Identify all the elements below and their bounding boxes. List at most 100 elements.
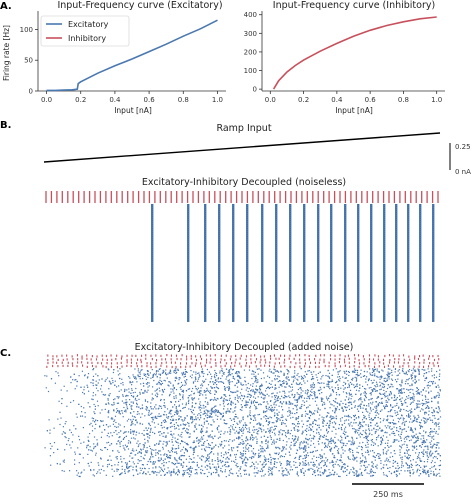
excitatory-spike [277,453,280,456]
excitatory-spike [337,449,339,452]
excitatory-spike [348,425,351,427]
excitatory-spike [180,455,182,457]
excitatory-spike [228,411,230,413]
excitatory-spike [166,416,168,418]
excitatory-spike [91,425,94,427]
excitatory-spike [158,457,160,459]
excitatory-spike [179,393,181,395]
excitatory-spike [311,388,313,390]
excitatory-spike [142,473,144,475]
excitatory-spike [393,423,395,425]
excitatory-spike [295,417,297,419]
ramp-title: Ramp Input [216,123,271,134]
excitatory-spike [313,386,316,388]
excitatory-spike [208,371,210,373]
excitatory-spike [285,453,287,455]
series-line-inhibitory [272,16,437,90]
excitatory-spike [179,456,181,458]
excitatory-spike [234,372,237,374]
excitatory-spike [422,471,424,473]
excitatory-spike [191,416,193,418]
excitatory-spike [325,424,327,426]
excitatory-spike [230,455,232,457]
excitatory-spike [304,410,307,412]
excitatory-spike [113,470,115,472]
excitatory-spike [82,391,84,394]
excitatory-spike [151,399,153,401]
excitatory-spike [400,390,402,392]
excitatory-spike [170,475,172,477]
excitatory-spike [166,442,168,444]
excitatory-spike [201,407,203,409]
excitatory-spike [180,464,183,466]
excitatory-spike [407,435,409,437]
excitatory-spike [252,402,254,404]
excitatory-spike [393,440,395,442]
inhibitory-spike [165,358,167,361]
excitatory-spike [224,445,226,447]
inhibitory-spike [209,361,211,364]
excitatory-spike [401,380,403,382]
excitatory-spike [422,440,424,442]
excitatory-spike [225,453,227,455]
excitatory-spike [290,390,292,392]
excitatory-spike [401,402,403,405]
excitatory-spike [432,421,434,423]
excitatory-spike [371,439,373,441]
excitatory-spike [241,439,243,441]
excitatory-spike [434,396,436,398]
excitatory-spike [406,396,408,398]
excitatory-spike [102,420,104,422]
excitatory-spike [171,447,173,449]
inhibitory-spike [383,358,385,361]
excitatory-spike [330,394,332,397]
excitatory-spike [367,380,370,382]
excitatory-spike [168,372,170,374]
excitatory-spike [173,387,175,390]
excitatory-spike [125,395,127,397]
inhibitory-spike [200,362,202,365]
excitatory-spike [172,436,174,438]
excitatory-spike [154,444,156,446]
excitatory-spike [422,409,424,411]
inhibitory-spike [47,359,49,362]
excitatory-spike [333,405,335,407]
excitatory-spike [256,432,258,434]
excitatory-spike [433,409,435,411]
excitatory-spike [326,398,328,400]
excitatory-spike [295,456,297,459]
excitatory-spike [223,454,225,456]
inhibitory-spike [299,361,301,364]
excitatory-spike [297,398,299,400]
excitatory-spike [279,432,281,434]
excitatory-spike [119,373,121,375]
excitatory-spike [296,466,298,468]
excitatory-spike [296,449,299,452]
inhibitory-spike [358,365,360,368]
excitatory-spike [240,382,242,384]
excitatory-spike [364,465,366,467]
excitatory-spike [176,448,178,450]
legend: Excitatory Inhibitory [40,15,130,47]
excitatory-spike [267,408,269,410]
excitatory-spike [292,408,294,410]
excitatory-spike [404,436,406,438]
excitatory-spike [234,454,236,456]
excitatory-spike [169,422,172,424]
excitatory-spike [435,397,437,399]
excitatory-spike [158,466,160,468]
excitatory-spike [92,379,94,381]
excitatory-spike [335,433,337,435]
excitatory-spike [132,461,134,463]
inhibitory-spike [403,354,405,357]
excitatory-spike [334,436,336,438]
excitatory-spike [255,453,257,455]
excitatory-spike [319,471,321,473]
excitatory-spike [129,455,131,457]
excitatory-spike [305,438,307,440]
excitatory-spike [374,385,376,387]
excitatory-spike [175,406,177,408]
excitatory-spike [152,386,154,388]
excitatory-spike [124,470,126,472]
excitatory-spike [349,381,352,384]
